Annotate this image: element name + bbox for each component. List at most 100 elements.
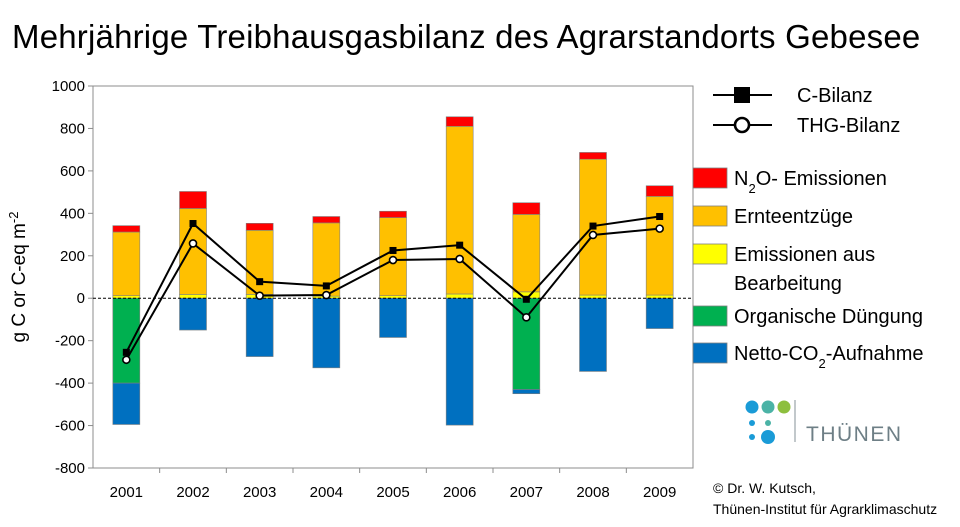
point-thgbilanz — [188, 239, 198, 248]
x-tick-label: 2007 — [510, 484, 543, 501]
point-thgbilanz — [655, 224, 664, 233]
point-cbilanz — [456, 241, 464, 249]
point-thgbilanz — [255, 291, 264, 300]
legend-label-ernte: Ernteentzüge — [734, 206, 853, 228]
logo-dot — [749, 420, 755, 426]
y-tick-label: 200 — [60, 248, 85, 265]
bar-co2 — [112, 382, 141, 425]
x-tick-label: 2002 — [176, 484, 209, 501]
bar-co2 — [245, 297, 274, 357]
point-cbilanz — [389, 246, 397, 254]
logo-dot — [761, 400, 775, 414]
legend-label-thgbilanz: THG-Bilanz — [797, 115, 900, 137]
x-tick-label: 2001 — [110, 484, 143, 501]
point-thgbilanz — [388, 255, 398, 265]
y-axis-label-main: g C or C-eq m — [9, 223, 30, 342]
point-cbilanz — [189, 220, 197, 228]
legend-label-n2o: N2O- Emissionen — [734, 168, 887, 196]
bar-n2o — [512, 202, 541, 215]
logo-dot — [765, 420, 771, 426]
bar-ernte — [445, 126, 474, 295]
legend-label-co2: Netto-CO2-Aufnahme — [734, 343, 924, 371]
bar-n2o — [179, 191, 207, 209]
bar-ernte — [512, 214, 541, 293]
x-tick-label: 2006 — [443, 484, 476, 501]
legend-marker-thgbilanz — [733, 116, 751, 134]
bar-bearbeitung — [179, 294, 207, 299]
y-tick-label: 400 — [60, 205, 85, 222]
bar-n2o — [112, 225, 141, 233]
point-cbilanz — [322, 282, 330, 290]
point-cbilanz — [656, 213, 664, 221]
logo-text: THÜNEN — [806, 423, 903, 446]
bar-n2o — [445, 116, 474, 127]
point-cbilanz — [122, 348, 130, 356]
legend-swatch-duengung — [692, 305, 728, 327]
bar-n2o — [579, 152, 607, 160]
point-cbilanz — [589, 222, 597, 230]
plot-area: -800 -600 -400 -200 0 200 400 600 800 1000 2001 200… — [6, 78, 694, 501]
legend-label-part: O- Emissionen — [756, 168, 887, 190]
logo-dot — [777, 400, 791, 414]
y-axis-label: g C or C-eq m-2 — [6, 212, 31, 343]
y-tick-label: -200 — [55, 333, 85, 350]
legend-label-bearbeitung: Emissionen aus — [734, 244, 875, 266]
x-tick-label: 2009 — [643, 484, 676, 501]
logo-dot — [749, 434, 755, 440]
plot-frame — [92, 85, 694, 469]
legend-label-part: Netto-CO — [734, 343, 818, 365]
bar-co2 — [645, 297, 674, 329]
legend-swatch-bearbeitung — [692, 243, 728, 265]
y-tick-label: -600 — [55, 418, 85, 435]
bar-co2 — [579, 297, 607, 372]
y-axis-label-superscript: -2 — [6, 212, 21, 224]
point-cbilanz — [522, 295, 530, 303]
chart-title: Mehrjährige Treibhausgasbilanz des Agrar… — [12, 18, 921, 55]
bar-n2o — [245, 223, 274, 231]
point-thgbilanz — [588, 230, 598, 240]
legend-label-subscript: 2 — [748, 181, 755, 196]
copyright-line-1: © Dr. W. Kutsch, — [713, 480, 816, 496]
legend-label-bearbeitung-line2: Bearbeitung — [734, 273, 842, 295]
bar-ernte — [245, 230, 274, 295]
bar-n2o — [312, 216, 341, 224]
point-cbilanz — [256, 278, 264, 286]
bar-duengung — [112, 297, 141, 384]
legend-label-subscript: 2 — [818, 356, 825, 371]
legend-swatch-ernte — [692, 205, 728, 227]
legend-label-part: -Aufnahme — [826, 343, 924, 365]
copyright-line-2: Thünen-Institut für Agrarklimaschutz — [713, 501, 938, 517]
bar-ernte — [645, 196, 674, 296]
legend-label-duengung: Organische Düngung — [734, 306, 923, 328]
bar-n2o — [379, 210, 407, 218]
point-thgbilanz — [122, 355, 131, 365]
bar-co2 — [445, 297, 474, 426]
x-tick-label: 2008 — [576, 484, 609, 501]
legend-marker-cbilanz — [734, 87, 750, 103]
x-tick-label: 2005 — [376, 484, 409, 501]
legend-label-cbilanz: C-Bilanz — [797, 85, 873, 107]
legend-label-part: N — [734, 168, 748, 190]
bar-ernte — [112, 231, 141, 296]
y-tick-label: 800 — [60, 120, 85, 137]
bar-co2 — [179, 297, 207, 331]
logo-dot — [745, 400, 759, 414]
y-tick-label: -400 — [55, 375, 85, 392]
x-tick-label: 2004 — [310, 484, 343, 501]
bar-co2 — [512, 389, 541, 395]
x-tick-label: 2003 — [243, 484, 276, 501]
y-tick-label: 0 — [77, 290, 85, 307]
point-thgbilanz — [322, 290, 331, 300]
bar-n2o — [645, 185, 674, 197]
y-tick-label: 1000 — [52, 78, 85, 95]
logo-dot — [761, 430, 775, 444]
y-tick-label: 600 — [60, 163, 85, 180]
legend-swatch-co2 — [692, 342, 728, 364]
thuenen-logo: THÜNEN — [745, 400, 903, 446]
bar-co2 — [312, 297, 341, 369]
bar-bearbeitung — [445, 293, 474, 299]
y-tick-label: -800 — [55, 460, 85, 477]
point-thgbilanz — [522, 313, 531, 322]
